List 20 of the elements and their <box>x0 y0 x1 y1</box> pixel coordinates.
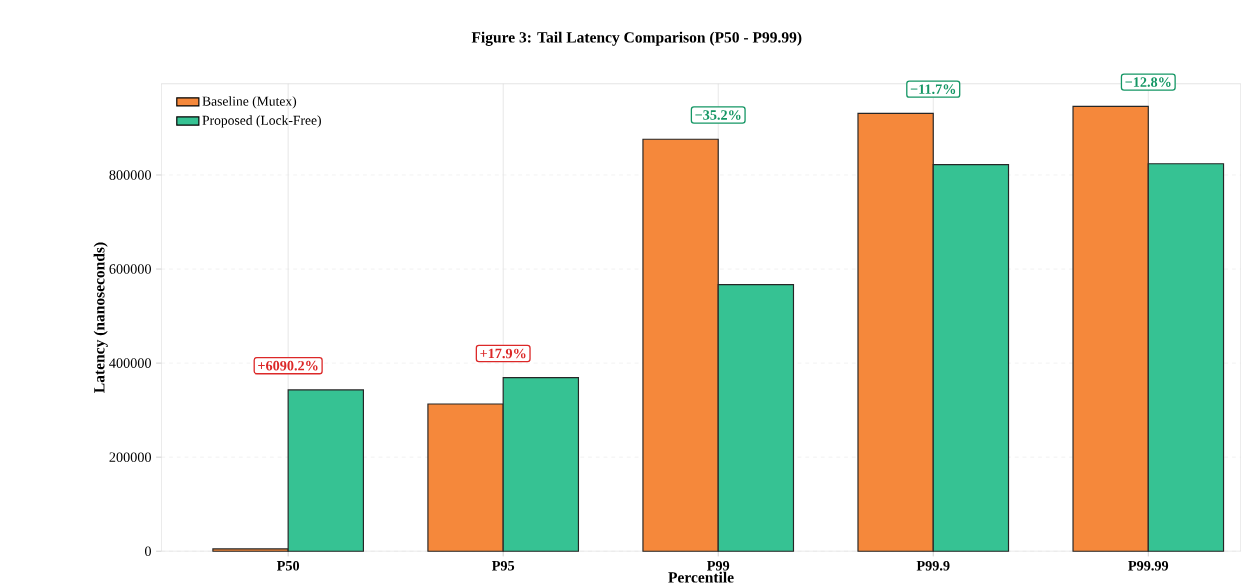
y-tick-label: 0 <box>144 546 152 557</box>
x-axis-title: Percentile <box>668 571 734 583</box>
y-tick-label: 800000 <box>109 170 152 180</box>
x-tick-label: P95 <box>491 561 515 571</box>
annotation: −11.7% <box>910 84 956 95</box>
x-tick-label: P50 <box>276 561 300 571</box>
annotation: +6090.2% <box>258 360 318 371</box>
x-tick-label: P99.99 <box>1128 561 1169 571</box>
x-tick-label: P99 <box>707 561 730 571</box>
annotation: −12.8% <box>1125 77 1171 87</box>
x-tick-label: P99.9 <box>916 561 950 571</box>
y-axis-title: Latency (nanoseconds) <box>93 242 108 393</box>
annotation: −35.2% <box>695 110 741 120</box>
legend-label: Baseline (Mutex) <box>202 96 297 109</box>
chart-title: Figure 3: Tail Latency Comparison (P50 - P99.99) <box>471 31 802 46</box>
legend-label: Proposed (Lock-Free) <box>202 115 321 128</box>
y-tick-label: 600000 <box>109 264 152 274</box>
y-tick-label: 400000 <box>109 358 152 368</box>
y-tick-label: 200000 <box>109 452 152 462</box>
annotation: +17.9% <box>480 348 526 359</box>
